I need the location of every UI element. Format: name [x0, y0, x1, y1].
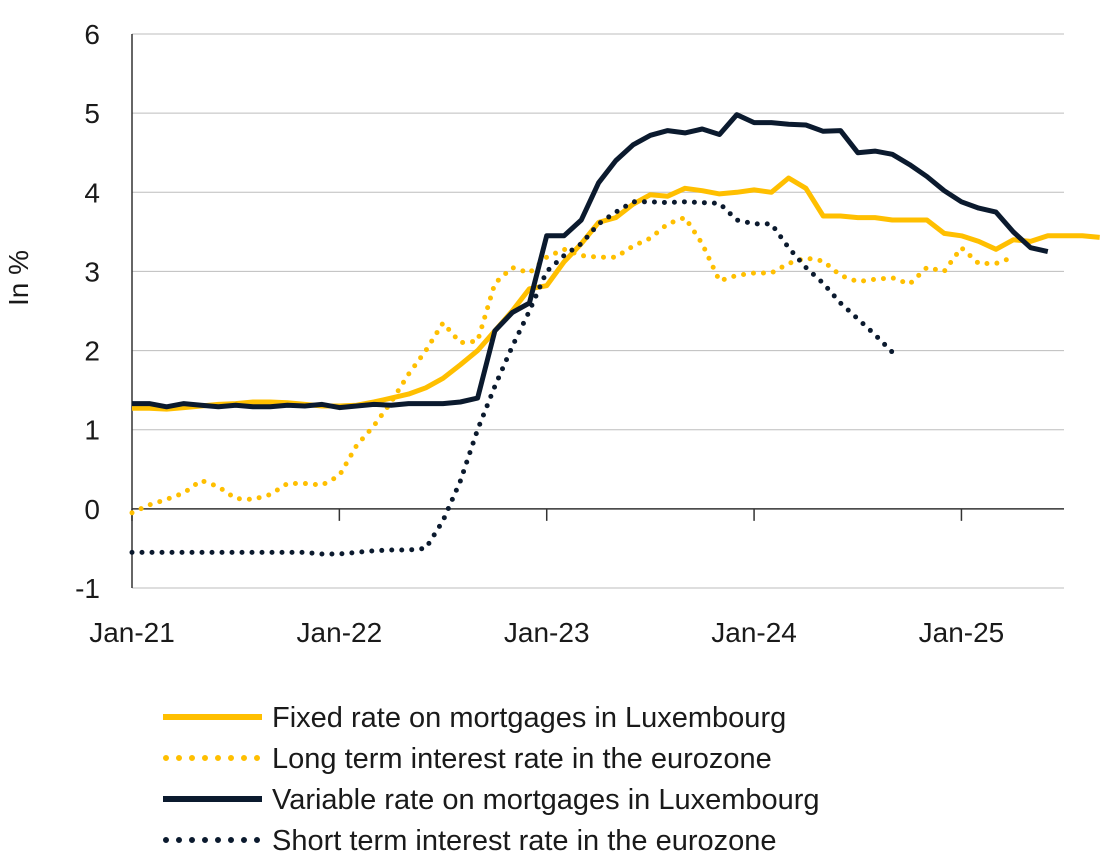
x-tick-label: Jan-22: [297, 617, 383, 648]
legend-label: Long term interest rate in the eurozone: [272, 743, 772, 775]
x-axis-ticks: Jan-21 Jan-22 Jan-23 Jan-24 Jan-25: [89, 508, 1005, 648]
x-tick-label: Jan-21: [89, 617, 175, 648]
series-lines: [129, 112, 1100, 557]
y-tick-label: 3: [84, 256, 100, 287]
y-tick-label: 5: [84, 98, 100, 129]
x-tick-label: Jan-25: [919, 617, 1005, 648]
series-line-4: [129, 199, 895, 557]
y-axis-title: In %: [3, 250, 34, 306]
x-tick-label: Jan-24: [711, 617, 797, 648]
legend-label: Variable rate on mortgages in Luxembourg: [272, 784, 820, 816]
y-tick-label: -1: [75, 573, 100, 604]
y-tick-label: 1: [84, 415, 100, 446]
axes: [131, 34, 1064, 588]
gridlines: [132, 33, 1064, 589]
x-tick-label: Jan-23: [504, 617, 590, 648]
y-tick-label: 0: [84, 494, 100, 525]
legend-label: Fixed rate on mortgages in Luxembourg: [272, 702, 786, 734]
y-tick-label: 6: [84, 19, 100, 50]
y-tick-label: 4: [84, 177, 100, 208]
y-tick-label: 2: [84, 336, 100, 367]
y-axis-tick-labels: 6 5 4 3 2 1 0 -1: [75, 19, 100, 604]
legend: Fixed rate on mortgages in Luxembourg Lon…: [163, 702, 820, 857]
legend-label: Short term interest rate in the eurozone: [272, 825, 777, 857]
series-line-3: [132, 112, 1049, 411]
series-line-2: [129, 215, 1016, 516]
